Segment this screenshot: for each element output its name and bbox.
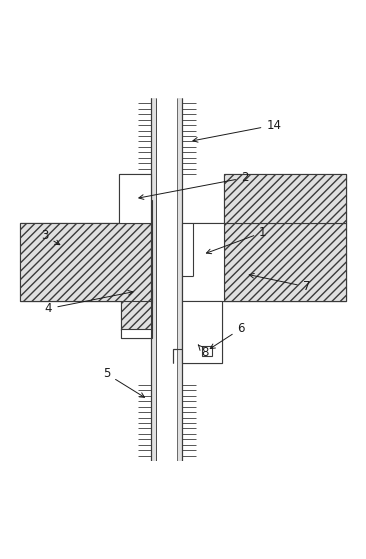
Bar: [224, 174, 347, 223]
Bar: [202, 345, 212, 356]
Text: 2: 2: [139, 171, 249, 200]
Text: 6: 6: [210, 322, 245, 349]
Text: 14: 14: [193, 119, 281, 142]
Bar: [121, 200, 152, 330]
Bar: [182, 223, 224, 301]
Text: 7: 7: [249, 273, 310, 293]
Bar: [119, 174, 152, 223]
Bar: [121, 329, 152, 338]
Text: 4: 4: [45, 291, 133, 315]
Bar: [119, 174, 152, 223]
Bar: [19, 223, 152, 301]
Bar: [121, 329, 152, 338]
Bar: [177, 98, 182, 461]
Bar: [182, 301, 222, 363]
Bar: [182, 223, 224, 301]
Bar: [157, 98, 177, 461]
Bar: [202, 345, 212, 356]
Text: 5: 5: [103, 367, 145, 397]
Text: 3: 3: [41, 229, 60, 245]
Bar: [19, 223, 152, 301]
Bar: [182, 301, 222, 363]
Bar: [224, 174, 347, 223]
Text: 1: 1: [206, 226, 267, 254]
Bar: [224, 223, 347, 301]
Text: 8: 8: [198, 345, 209, 359]
Bar: [121, 200, 152, 330]
Bar: [152, 98, 157, 461]
Bar: [224, 223, 347, 301]
